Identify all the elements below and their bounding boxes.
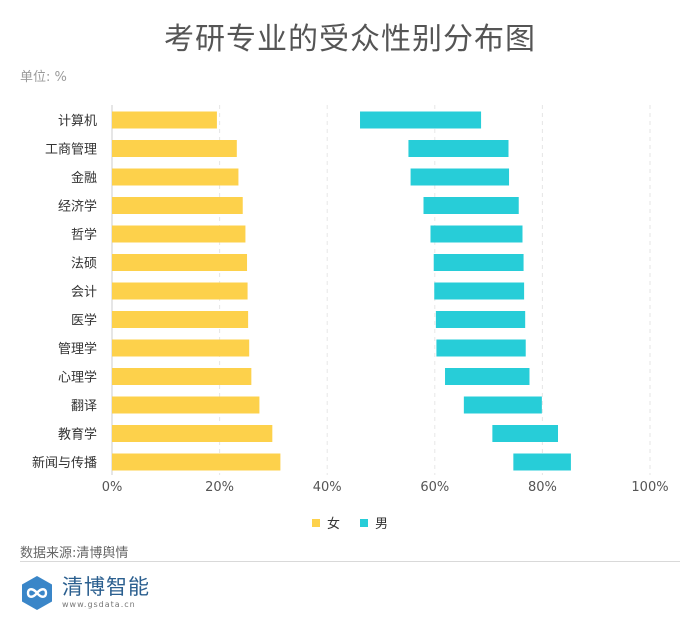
chart-title: 考研专业的受众性别分布图 bbox=[164, 22, 536, 57]
bar-male bbox=[434, 282, 525, 300]
category-label: 计算机 bbox=[58, 114, 97, 129]
bar-male bbox=[430, 225, 523, 243]
legend-label-female: 女 bbox=[326, 517, 340, 532]
category-label: 教育学 bbox=[58, 427, 97, 443]
bar-male bbox=[408, 140, 509, 157]
category-label: 金融 bbox=[71, 170, 97, 186]
legend-label-male: 男 bbox=[375, 517, 389, 532]
brand-name: 清博智能 bbox=[62, 575, 150, 599]
category-label: 工商管理 bbox=[45, 143, 97, 158]
bar-female bbox=[112, 140, 237, 157]
category-label: 法硕 bbox=[71, 257, 97, 272]
category-label: 会计 bbox=[71, 285, 97, 300]
unit-label: 单位: % bbox=[20, 70, 67, 85]
bar-male bbox=[492, 425, 559, 442]
bar-female bbox=[112, 197, 243, 214]
bar-male bbox=[433, 254, 524, 271]
category-label: 翻译 bbox=[71, 399, 97, 414]
category-label: 医学 bbox=[71, 313, 97, 329]
bar-female bbox=[112, 254, 248, 271]
category-label: 哲学 bbox=[71, 227, 97, 243]
bar-male bbox=[360, 111, 482, 129]
bar-female bbox=[112, 111, 217, 129]
bar-male bbox=[445, 368, 530, 385]
legend-swatch-male bbox=[360, 518, 368, 527]
legend: 女 男 bbox=[0, 513, 700, 532]
bar-female bbox=[112, 168, 239, 186]
x-tick-label: 20% bbox=[205, 480, 234, 495]
category-label: 管理学 bbox=[58, 341, 97, 357]
bar-female bbox=[112, 225, 246, 243]
category-label: 新闻与传播 bbox=[32, 455, 97, 471]
bar-female bbox=[112, 282, 248, 300]
bar-male bbox=[513, 453, 571, 471]
bar-female bbox=[112, 453, 281, 471]
bar-female bbox=[112, 311, 249, 328]
category-label: 心理学 bbox=[58, 370, 97, 386]
bar-male bbox=[410, 168, 510, 186]
bar-female bbox=[112, 425, 273, 442]
bar-male bbox=[436, 339, 526, 357]
category-label: 经济学 bbox=[58, 199, 97, 215]
legend-swatch-female bbox=[311, 518, 320, 527]
x-tick-label: 80% bbox=[528, 480, 557, 495]
x-tick-label: 60% bbox=[420, 480, 449, 495]
infinity-hexagon-icon bbox=[22, 576, 52, 610]
bar-female bbox=[112, 396, 260, 414]
footer-divider bbox=[20, 561, 680, 562]
x-tick-label: 40% bbox=[313, 480, 342, 495]
bar-female bbox=[112, 339, 250, 357]
data-source: 数据来源:清博舆情 bbox=[20, 546, 129, 561]
bar-male bbox=[463, 396, 542, 414]
brand-logo: 清博智能 www.gsdata.cn bbox=[20, 575, 150, 611]
legend-item-male[interactable]: 男 bbox=[360, 513, 388, 532]
x-tick-label: 100% bbox=[631, 480, 668, 495]
bar-chart: 0% 20% 40% 60% 80% 100% 计算机工商管理金融经济学哲学法硕会计医学管理… bbox=[32, 105, 669, 495]
bar-male bbox=[435, 311, 526, 328]
brand-url: www.gsdata.cn bbox=[62, 600, 136, 609]
bar-male bbox=[423, 197, 519, 214]
legend-item-female[interactable]: 女 bbox=[311, 513, 340, 532]
x-tick-label: 0% bbox=[102, 480, 123, 495]
bar-female bbox=[112, 368, 252, 385]
